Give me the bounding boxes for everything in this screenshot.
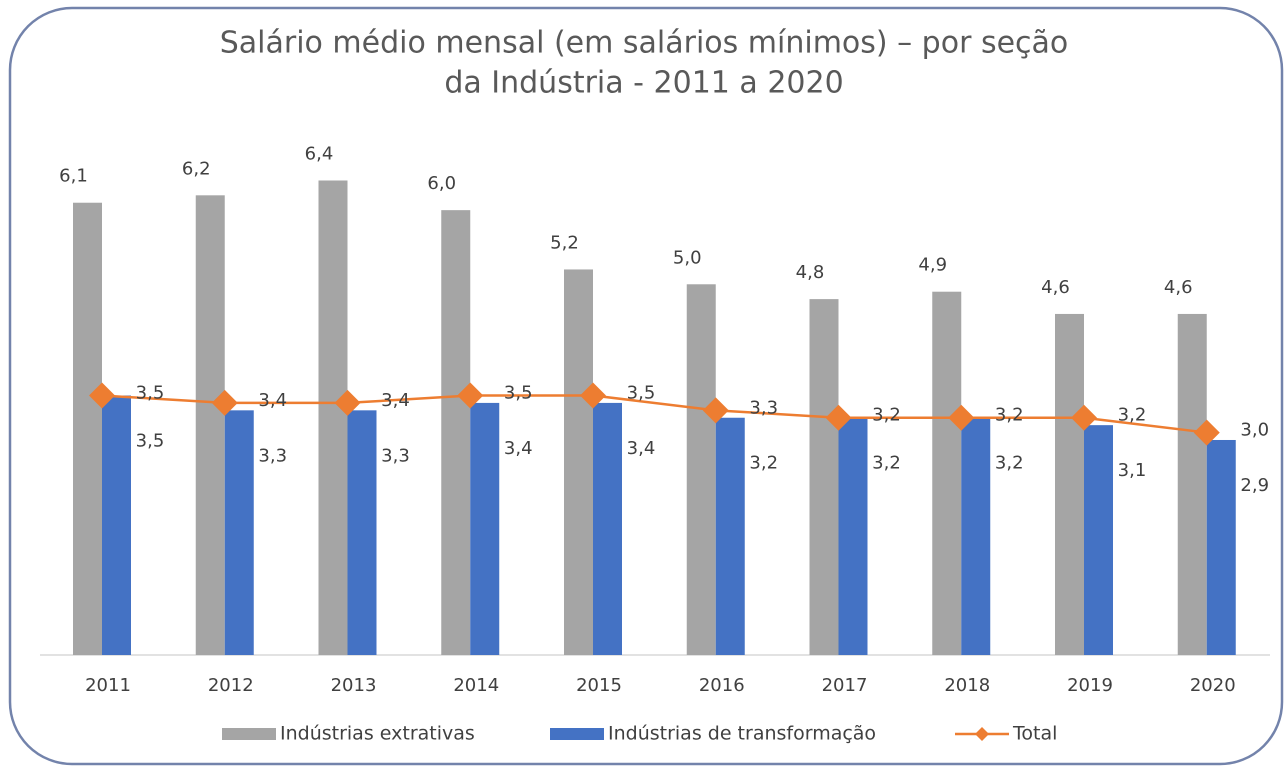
- bar: [195, 195, 225, 656]
- bar: [564, 269, 593, 655]
- data-label: 3,5: [627, 383, 656, 404]
- bar: [686, 284, 716, 655]
- line-marker: [702, 397, 729, 424]
- bar: [1055, 313, 1084, 655]
- data-label: 3,4: [381, 390, 410, 411]
- line-marker: [580, 382, 606, 409]
- data-label: 6,2: [182, 158, 211, 179]
- x-tick-label: 2011: [85, 675, 131, 696]
- data-label: 3,2: [995, 405, 1024, 426]
- bar: [838, 417, 868, 655]
- line-marker: [948, 404, 975, 431]
- bar: [932, 291, 962, 655]
- chart-title: da Indústria - 2011 a 2020: [444, 66, 843, 101]
- bar: [1177, 313, 1207, 655]
- legend-swatch: [222, 728, 276, 740]
- data-label: 3,4: [627, 438, 656, 459]
- data-label: 3,5: [504, 383, 533, 404]
- line-marker: [457, 382, 484, 409]
- legend-label: Indústrias de transformação: [608, 723, 876, 745]
- data-label: 6,0: [427, 173, 456, 194]
- bar: [347, 410, 377, 655]
- data-label: 3,3: [258, 445, 287, 466]
- line-marker: [211, 389, 238, 416]
- bar: [102, 395, 131, 655]
- line-marker: [825, 404, 852, 431]
- data-label: 4,6: [1041, 277, 1070, 298]
- x-tick-label: 2017: [822, 675, 868, 696]
- bar: [809, 299, 839, 655]
- bar: [224, 410, 254, 655]
- data-label: 3,4: [504, 438, 533, 459]
- x-tick-label: 2012: [208, 675, 254, 696]
- legend-swatch: [975, 727, 989, 741]
- data-label: 2,9: [1240, 475, 1269, 496]
- x-tick-label: 2014: [453, 675, 499, 696]
- data-label: 3,2: [1118, 405, 1147, 426]
- x-tick-label: 2016: [699, 675, 745, 696]
- legend-swatch: [550, 728, 604, 740]
- data-label: 3,3: [749, 397, 778, 418]
- line-marker: [89, 382, 115, 409]
- bar: [470, 402, 500, 655]
- data-label: 4,9: [918, 255, 947, 276]
- data-label: 3,2: [749, 453, 778, 474]
- data-label: 3,2: [995, 453, 1024, 474]
- legend-label: Indústrias extrativas: [280, 723, 475, 745]
- data-label: 3,4: [258, 390, 287, 411]
- line: [101, 394, 1207, 434]
- data-label: 3,2: [872, 453, 901, 474]
- data-label: 6,4: [305, 143, 334, 164]
- data-label: 3,3: [381, 445, 410, 466]
- line-marker: [1193, 419, 1220, 446]
- bar: [73, 202, 102, 655]
- x-tick-label: 2013: [331, 675, 377, 696]
- x-tick-label: 2019: [1067, 675, 1113, 696]
- bar: [318, 180, 348, 655]
- line-marker: [1071, 404, 1097, 431]
- data-label: 3,5: [136, 431, 165, 452]
- data-label: 3,5: [136, 383, 165, 404]
- x-tick-label: 2020: [1190, 675, 1236, 696]
- data-label: 3,0: [1240, 420, 1269, 441]
- bar: [441, 210, 471, 655]
- data-label: 3,1: [1118, 460, 1147, 481]
- bar: [715, 417, 745, 655]
- line-marker: [334, 389, 361, 416]
- bar: [1206, 439, 1236, 655]
- data-label: 4,8: [796, 262, 825, 283]
- data-label: 5,0: [673, 247, 702, 268]
- data-label: 3,2: [872, 405, 901, 426]
- x-tick-label: 2018: [944, 675, 990, 696]
- x-tick-label: 2015: [576, 675, 622, 696]
- chart-title: Salário médio mensal (em salários mínimo…: [220, 26, 1069, 61]
- data-label: 6,1: [59, 166, 88, 187]
- bar: [961, 417, 991, 655]
- legend-label: Total: [1012, 723, 1057, 745]
- bar: [593, 402, 622, 655]
- data-label: 4,6: [1164, 277, 1193, 298]
- bar: [1084, 425, 1113, 655]
- data-label: 5,2: [550, 232, 579, 253]
